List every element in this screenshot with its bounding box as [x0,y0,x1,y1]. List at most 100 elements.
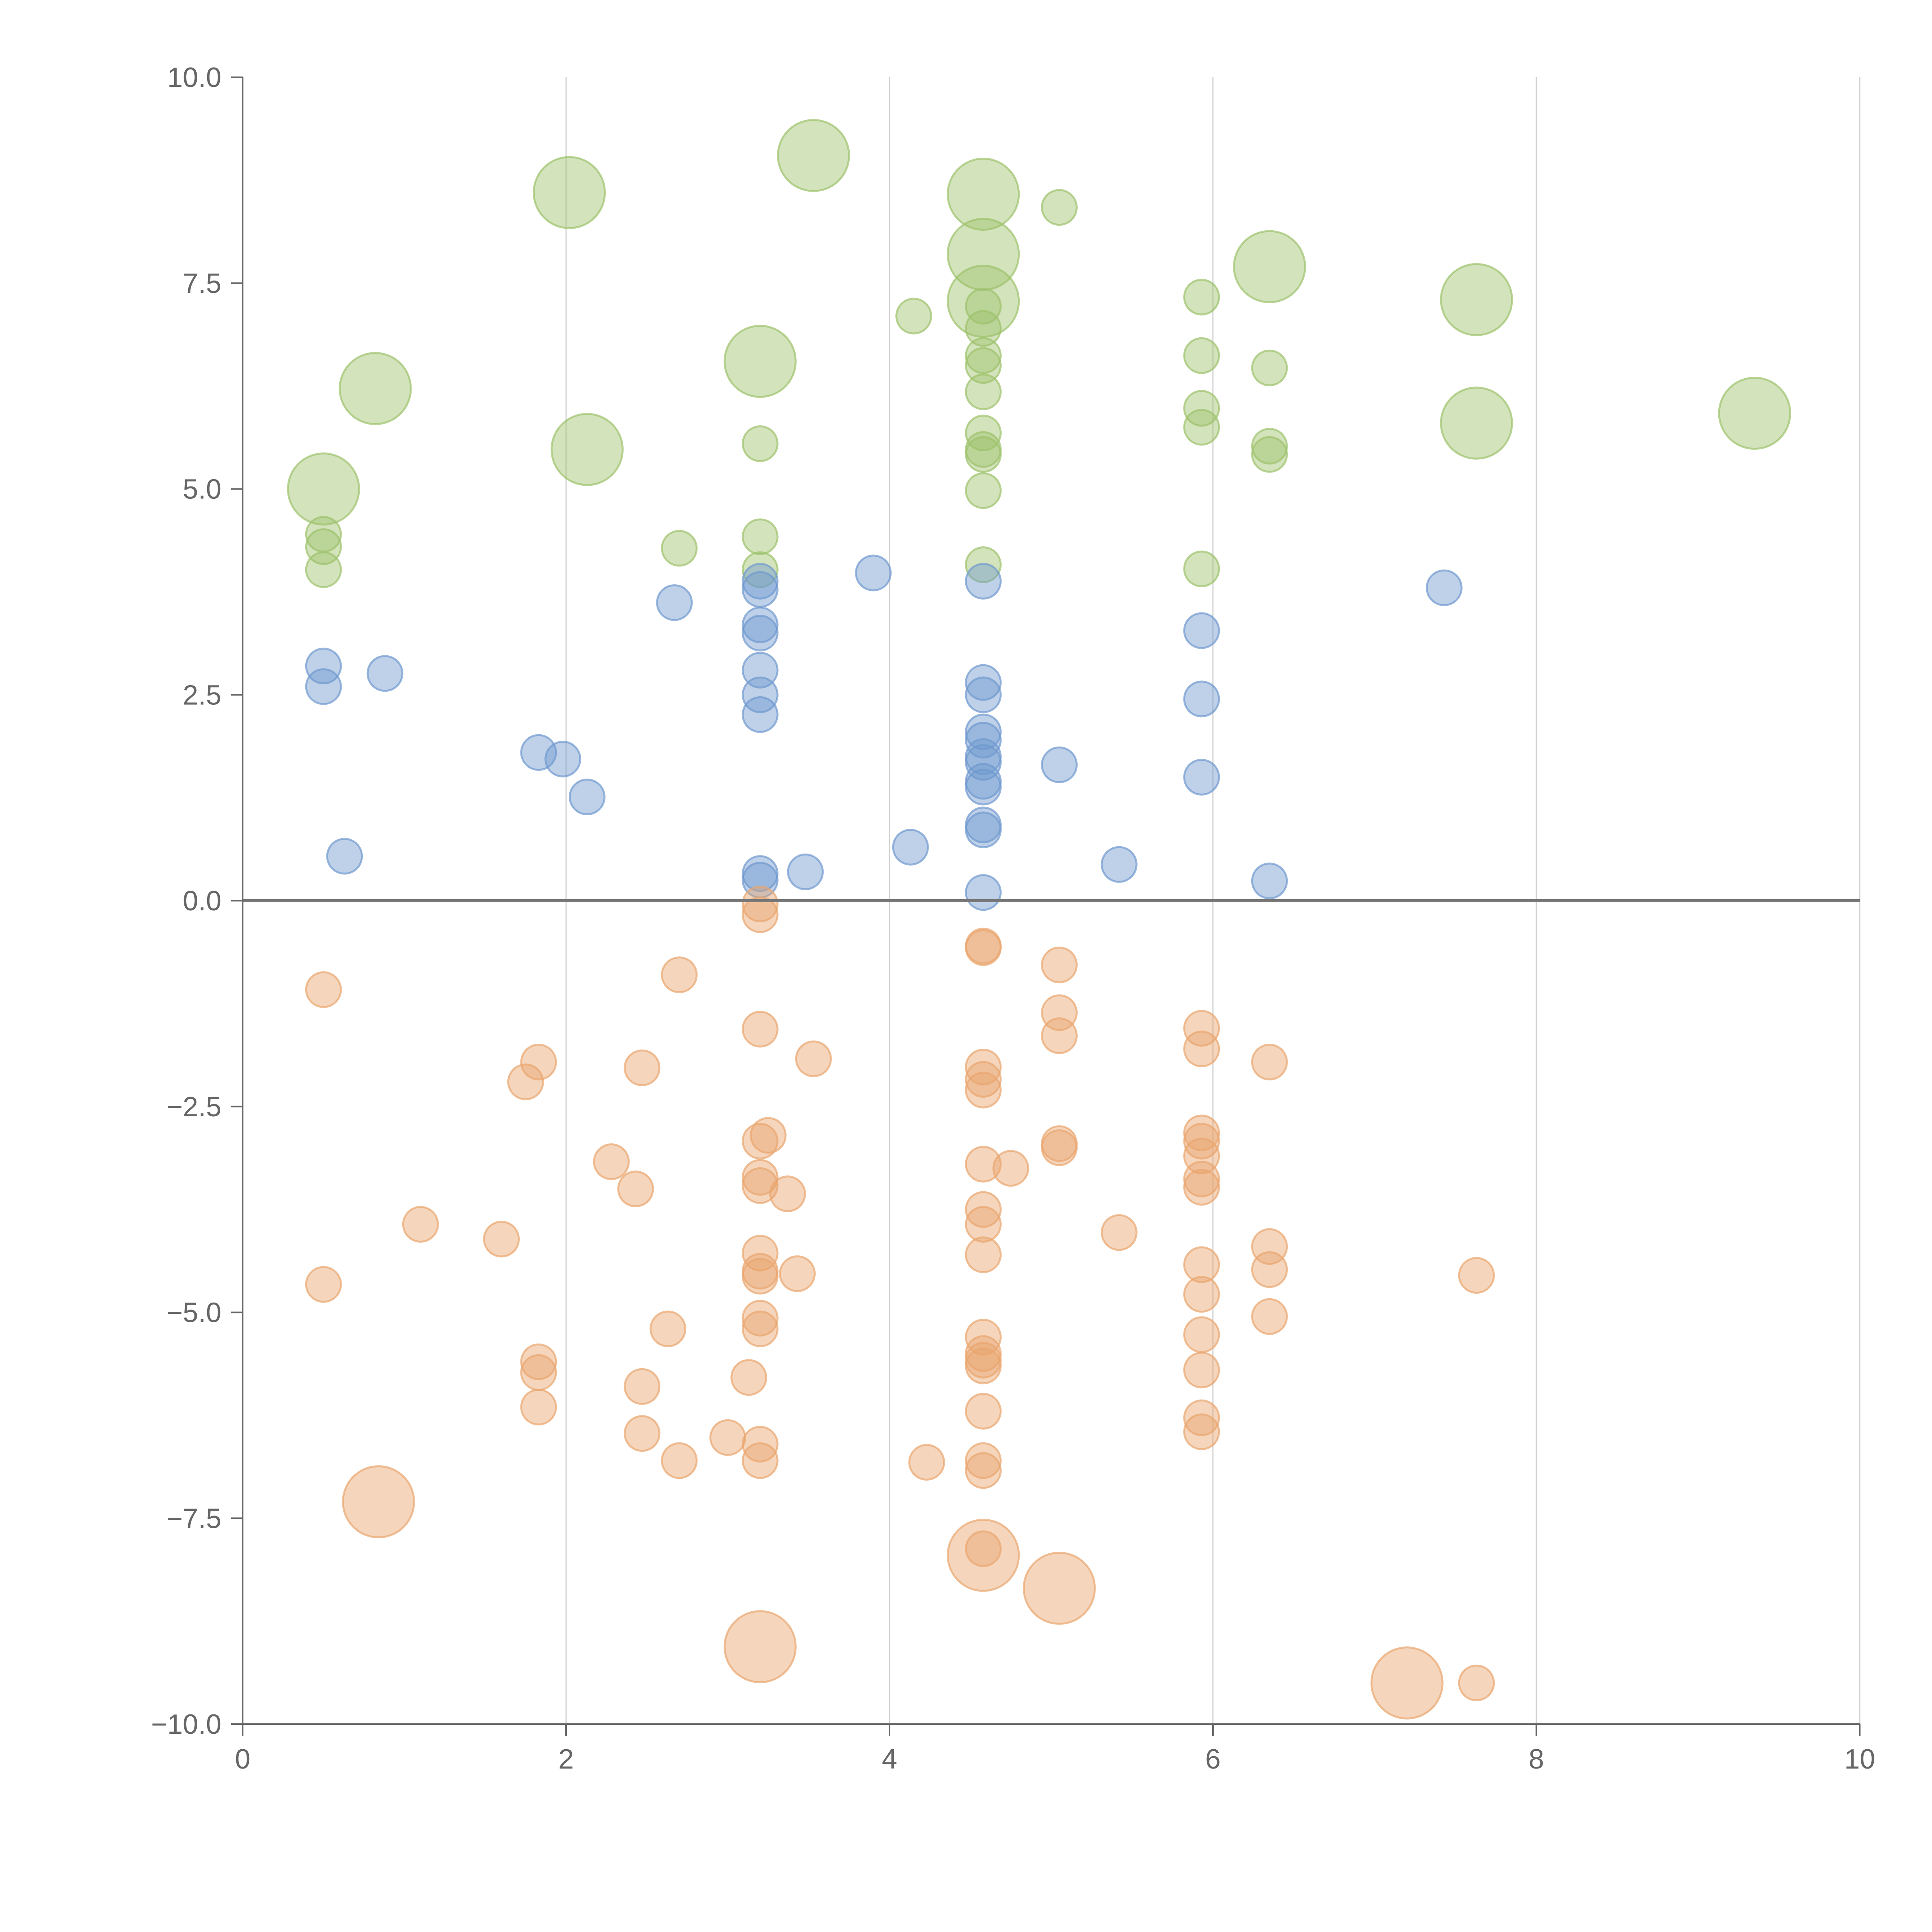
bubble-low-10 [593,1143,630,1180]
bubble-low-0 [305,971,342,1008]
bubble-layer [287,119,1791,1719]
bubble-low-20 [742,896,779,933]
tick-labels: 0 2 4 6 8 10 10.0 7.5 5.0 2.5 0.0 −2.5 −5.0 −7.5 −10.0 [151,62,1875,1775]
y-tick-label: 2.5 [183,680,221,711]
bubble-mid-36 [1183,759,1220,796]
bubble-high-15 [947,218,1020,291]
bubble-low-36 [795,1040,832,1077]
bubble-mid-30 [965,811,1002,849]
bubble-mid-28 [965,769,1002,806]
y-tick-label: 10.0 [167,62,221,93]
bubble-high-20 [965,347,1002,384]
bubble-low-56 [965,1530,1002,1567]
y-tick-label: −10.0 [151,1709,221,1740]
axes [231,77,1861,1736]
x-tick-label: 8 [1529,1744,1544,1775]
bubble-low-82 [1370,1646,1444,1719]
bubble-low-8 [520,1354,557,1391]
bubble-low-63 [1022,1551,1096,1625]
bubble-low-76 [1183,1399,1220,1436]
bubble-low-32 [723,1610,797,1684]
bubble-high-14 [947,158,1020,231]
bubble-mid-37 [1251,862,1288,900]
bubble-low-70 [1183,1160,1220,1197]
bubble-mid-5 [544,740,582,777]
bubble-low-31 [742,1442,779,1479]
bubble-high-34 [1251,349,1288,386]
bubble-mid-38 [1425,569,1463,606]
bubble-mid-3 [326,838,363,875]
bubble-low-52 [965,1393,1002,1430]
bubble-low-80 [1251,1251,1288,1288]
bubble-low-42 [965,1061,1002,1098]
bubble-low-64 [1100,1214,1138,1251]
bubble-low-35 [779,1255,816,1292]
bubble-mid-34 [1183,612,1220,649]
bubble-low-46 [965,1206,1002,1243]
bubble-low-23 [742,1159,779,1196]
bubble-high-7 [661,530,698,567]
bubble-mid-19 [892,828,929,866]
bubble-low-14 [624,1415,661,1452]
bubble-mid-9 [742,571,779,608]
bubble-low-68 [1183,1122,1220,1160]
bubble-low-21 [742,1010,779,1048]
bubble-low-77 [1183,1413,1220,1450]
bubble-low-24 [742,1167,779,1204]
bubble-low-9 [520,1389,557,1426]
bubble-high-8 [723,325,797,398]
bubble-high-0 [287,452,360,526]
bubble-mid-18 [855,554,892,592]
bubble-mid-4 [520,734,557,771]
bubble-high-36 [1251,436,1288,473]
y-tick-label: 0.0 [183,886,221,917]
bubble-mid-32 [1041,746,1078,783]
bubble-mid-14 [742,696,779,733]
bubble-low-62 [1041,1129,1078,1166]
bubble-low-71 [1183,1169,1220,1206]
bubble-low-27 [742,1258,779,1295]
bubble-low-11 [617,1170,654,1208]
bubble-mid-20 [965,563,1002,600]
bubble-high-37 [1440,263,1513,336]
y-tick-label: −2.5 [167,1092,221,1122]
bubble-high-38 [1440,386,1513,460]
bubble-high-21 [965,373,1002,410]
bubble-low-73 [1183,1276,1220,1313]
bubble-low-6 [520,1044,557,1081]
bubble-mid-1 [305,668,342,705]
y-tick-label: −5.0 [167,1298,221,1328]
bubble-high-31 [1183,409,1220,446]
bubble-low-51 [965,1347,1002,1384]
bubble-low-66 [1183,1031,1220,1068]
bubble-mid-11 [742,614,779,651]
bubble-high-6 [550,413,624,486]
bubble-high-13 [895,298,932,335]
bubble-low-72 [1183,1246,1220,1283]
bubble-high-18 [965,310,1002,347]
y-tick-label: 7.5 [183,268,221,299]
bubble-low-81 [1251,1298,1288,1335]
bubble-low-15 [650,1310,687,1347]
bubble-low-12 [624,1049,661,1087]
x-tick-label: 4 [882,1744,897,1775]
bubble-high-27 [1041,189,1078,226]
bubble-low-28 [742,1299,779,1337]
bubble-high-29 [1183,337,1220,374]
bubble-mid-35 [1183,680,1220,718]
bubble-low-44 [965,1146,1002,1183]
bubble-low-13 [624,1368,661,1405]
bubble-mid-22 [965,676,1002,713]
bubble-low-65 [1183,1010,1220,1047]
bubble-low-33 [750,1117,787,1154]
bubble-low-16 [661,956,698,993]
bubble-low-60 [1041,1017,1078,1054]
bubble-mid-2 [366,655,403,692]
bubble-low-1 [305,1266,342,1303]
bubble-high-39 [1718,376,1791,450]
bubble-high-32 [1183,550,1220,587]
bubble-high-17 [965,287,1002,325]
bubble-mid-6 [568,778,605,815]
bubble-low-74 [1183,1316,1220,1353]
bubble-low-19 [742,886,779,923]
